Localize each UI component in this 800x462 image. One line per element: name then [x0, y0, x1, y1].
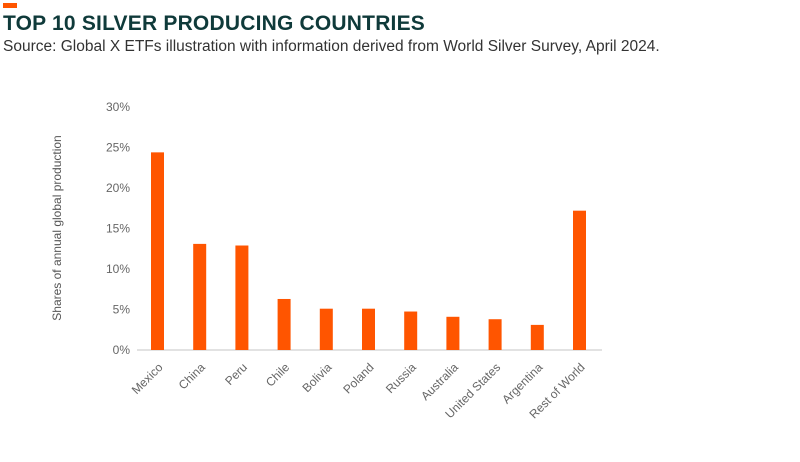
bar-peru	[235, 245, 249, 350]
accent-bar	[3, 3, 17, 8]
x-tick-label: Bolivia	[300, 360, 335, 395]
x-tick-label: Poland	[340, 360, 376, 396]
x-tick-label: Australia	[418, 360, 461, 403]
bar-poland	[362, 308, 375, 350]
chart-title: TOP 10 SILVER PRODUCING COUNTRIES	[3, 12, 426, 35]
y-tick-label: 10%	[106, 262, 130, 276]
y-tick-label: 0%	[113, 343, 131, 357]
x-tick-label: Mexico	[129, 360, 166, 397]
x-tick-label: China	[176, 360, 208, 392]
y-tick-label: 5%	[113, 303, 131, 317]
y-axis-label: Shares of annual global production	[50, 135, 64, 320]
y-tick-label: 30%	[106, 100, 130, 114]
bar-russia	[404, 311, 418, 350]
chart-subtitle: Source: Global X ETFs illustration with …	[3, 38, 660, 55]
bar-australia	[446, 316, 460, 350]
x-tick-label: Chile	[263, 360, 292, 389]
bar-mexico	[151, 152, 164, 350]
x-tick-label: Peru	[222, 360, 250, 388]
x-tick-label: Russia	[383, 360, 419, 396]
bar-china	[193, 243, 207, 350]
y-tick-label: 15%	[106, 222, 130, 236]
bar-united-states	[488, 319, 502, 350]
y-tick-label: 25%	[106, 141, 130, 155]
bar-bolivia	[319, 308, 333, 350]
bar-chile	[277, 298, 291, 350]
y-tick-label: 20%	[106, 181, 130, 195]
bar-rest-of-world	[573, 210, 586, 350]
bar-argentina	[530, 324, 544, 350]
